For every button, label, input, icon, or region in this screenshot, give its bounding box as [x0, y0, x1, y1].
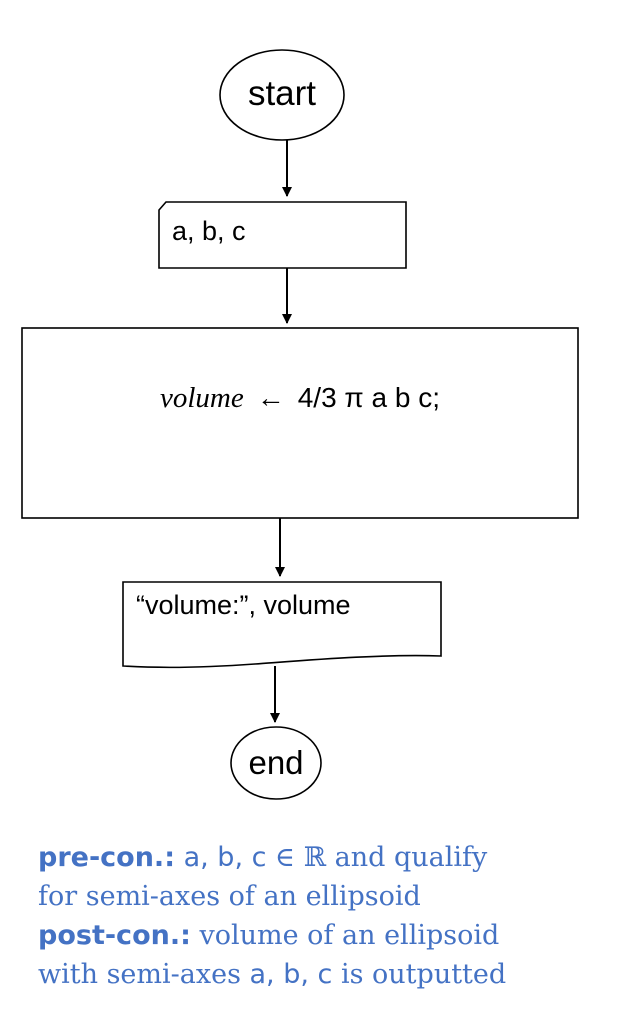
process-expression: 4/3 π a b c; [298, 382, 440, 413]
postcondition-text-2b: is outputted [340, 959, 507, 990]
start-label: start [248, 74, 316, 113]
process-box [21, 327, 579, 519]
postcondition-text-2a: with semi-axes [38, 959, 241, 990]
postcondition-text-1: volume of an ellipsoid [199, 920, 500, 951]
start-terminal [219, 49, 345, 141]
process-variable: volume [160, 382, 244, 414]
output-document [122, 581, 442, 669]
input-box [158, 201, 407, 269]
precondition-vars: a, b, c [183, 842, 267, 873]
end-label: end [248, 744, 303, 781]
output-label: “volume:”, volume [136, 590, 351, 620]
end-terminal [230, 726, 322, 800]
postcondition-line-2: with semi-axes a, b, c is outputted [38, 955, 618, 994]
postcondition-line-1: post-con.: volume of an ellipsoid [38, 916, 618, 955]
conditions-note: pre-con.: a, b, c ∈ ℝ and qualify for se… [38, 838, 618, 994]
precondition-line-1: pre-con.: a, b, c ∈ ℝ and qualify [38, 838, 618, 877]
precondition-label: pre-con.: [38, 842, 175, 873]
postcondition-label: post-con.: [38, 920, 191, 951]
precondition-text-1: and qualify [334, 842, 488, 873]
postcondition-vars: a, b, c [249, 959, 333, 990]
assign-arrow: ← [257, 382, 285, 413]
precondition-symbol: ∈ ℝ [275, 842, 327, 873]
process-statement: volume ← 4/3 π a b c; [160, 382, 440, 414]
input-label: a, b, c [172, 216, 246, 246]
precondition-line-2: for semi-axes of an ellipsoid [38, 881, 421, 912]
